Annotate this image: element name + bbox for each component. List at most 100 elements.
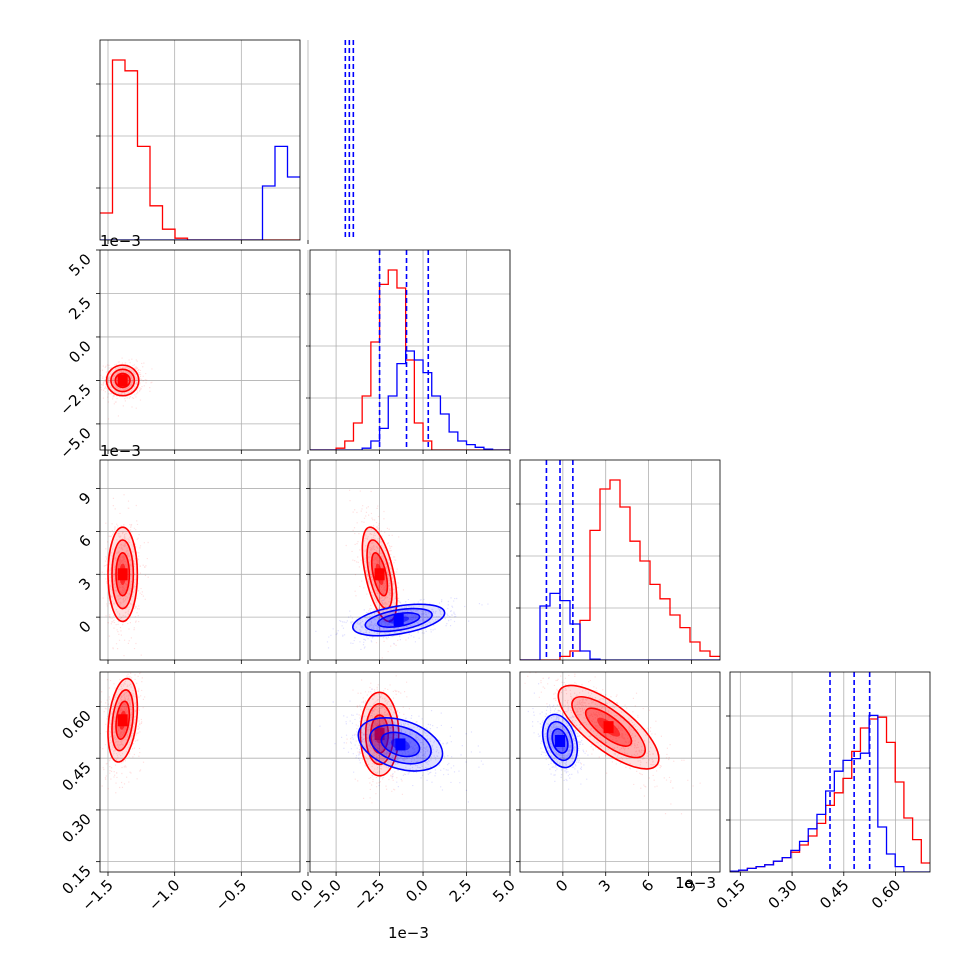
panel-frame: [309, 459, 511, 661]
y-tick-label: 6: [75, 532, 94, 551]
density-fill-blue: [343, 604, 355, 635]
density-fill-blue: [345, 321, 354, 391]
histogram-red-step: [520, 479, 720, 660]
contour-red: [359, 691, 400, 777]
histogram-red-step: [100, 59, 300, 240]
contour-blue: [347, 729, 352, 753]
y-tick-label: 0.45: [58, 758, 94, 794]
contour-blue: [345, 722, 354, 761]
contour-blue: [343, 308, 355, 404]
x-tick-label: 0: [552, 876, 571, 895]
scatter-panel-3-1: [306, 671, 511, 876]
scatter-points-blue: [315, 597, 489, 651]
contour-blue: [343, 604, 355, 635]
x-offset-label-col1: 1e−3: [388, 924, 429, 942]
contour-red: [584, 707, 633, 747]
y-tick-label: 0.0: [65, 337, 95, 367]
y-offset-label-row1: 1e−3: [100, 232, 141, 250]
histogram-red-step: [310, 269, 510, 450]
panel-frame: [99, 39, 301, 241]
peak-red: [374, 728, 385, 741]
contour-red: [370, 552, 389, 597]
panel-frame: [99, 459, 301, 661]
contour-blue: [364, 607, 433, 633]
scatter-panel-3-2: [516, 671, 721, 876]
panel-frame: [309, 249, 511, 451]
contour-blue: [347, 334, 352, 377]
x-tick-label: 6: [638, 876, 657, 895]
density-fill-blue: [343, 714, 355, 767]
contour-red: [115, 700, 131, 741]
peak-red: [117, 568, 128, 581]
x-tick-label: 0.45: [816, 876, 852, 912]
contour-blue: [351, 603, 446, 637]
peak-red: [117, 374, 128, 387]
scatter-points-red: [101, 494, 149, 657]
contour-red: [111, 689, 135, 752]
panel-frame: [729, 671, 931, 873]
contour-red: [107, 677, 139, 763]
density-fill-blue: [348, 345, 351, 367]
x-tick-label: 2.5: [446, 876, 476, 906]
density-fill-blue: [347, 729, 352, 753]
y-tick-label: 2.5: [65, 294, 95, 324]
contour-blue: [551, 728, 569, 754]
x-tick-label: 5.0: [489, 876, 519, 906]
contour-blue: [345, 321, 354, 391]
peak-blue: [344, 350, 354, 362]
x-tick-label: 0.0: [402, 876, 432, 906]
histogram-panel-2: [516, 459, 721, 664]
panel-frame: [309, 671, 511, 873]
density-fill-blue: [348, 735, 351, 747]
y-tick-label: −5.0: [56, 424, 94, 462]
y-tick-label: 5.0: [65, 250, 95, 280]
scatter-points-red: [100, 672, 146, 794]
scatter-panel-2-1: [306, 459, 511, 664]
scatter-panel-3-0: [96, 671, 360, 876]
peak-red: [117, 714, 128, 727]
histogram-panel-3: [726, 671, 931, 876]
x-tick-label: 0.15: [713, 876, 749, 912]
contour-red: [571, 696, 646, 759]
y-tick-label: 0.60: [58, 707, 94, 743]
x-tick-label: −2.5: [350, 876, 388, 914]
panel-frame: [519, 671, 721, 873]
panel-frame: [99, 671, 301, 873]
contour-red: [557, 684, 660, 770]
contour-blue: [347, 613, 352, 627]
contour-red: [105, 364, 140, 397]
peak-blue: [555, 734, 565, 747]
scatter-panel-1-0: [96, 249, 355, 454]
contour-blue: [377, 612, 421, 628]
x-tick-label: 3: [595, 876, 614, 895]
contour-blue: [541, 713, 579, 769]
contour-red: [115, 552, 131, 597]
histogram-blue-step: [730, 714, 930, 872]
y-tick-label: −2.5: [56, 381, 94, 419]
x-offset-label-col2: 1e−3: [675, 874, 716, 892]
histogram-blue-step: [100, 145, 300, 240]
contour-red: [364, 702, 395, 766]
peak-blue: [344, 735, 354, 747]
peak-red: [603, 721, 614, 734]
y-tick-label: 0: [75, 617, 94, 636]
density-fill-blue: [347, 334, 352, 377]
y-tick-label: 9: [75, 489, 94, 508]
x-tick-label: −1.0: [145, 876, 183, 914]
x-tick-label: 0.60: [868, 876, 904, 912]
peak-blue: [395, 738, 406, 751]
scatter-points-blue: [527, 677, 595, 790]
histogram-blue-step: [310, 350, 510, 450]
contour-blue: [369, 724, 432, 765]
peak-red: [374, 568, 385, 581]
density-fill-blue: [347, 613, 352, 627]
contour-blue: [357, 717, 444, 772]
contour-red: [107, 526, 139, 623]
density-fill-blue: [345, 722, 354, 761]
contour-red: [110, 368, 136, 393]
contour-red: [114, 372, 131, 389]
scatter-points-blue: [339, 695, 360, 798]
peak-blue: [393, 614, 404, 626]
y-tick-label: 3: [75, 574, 94, 593]
